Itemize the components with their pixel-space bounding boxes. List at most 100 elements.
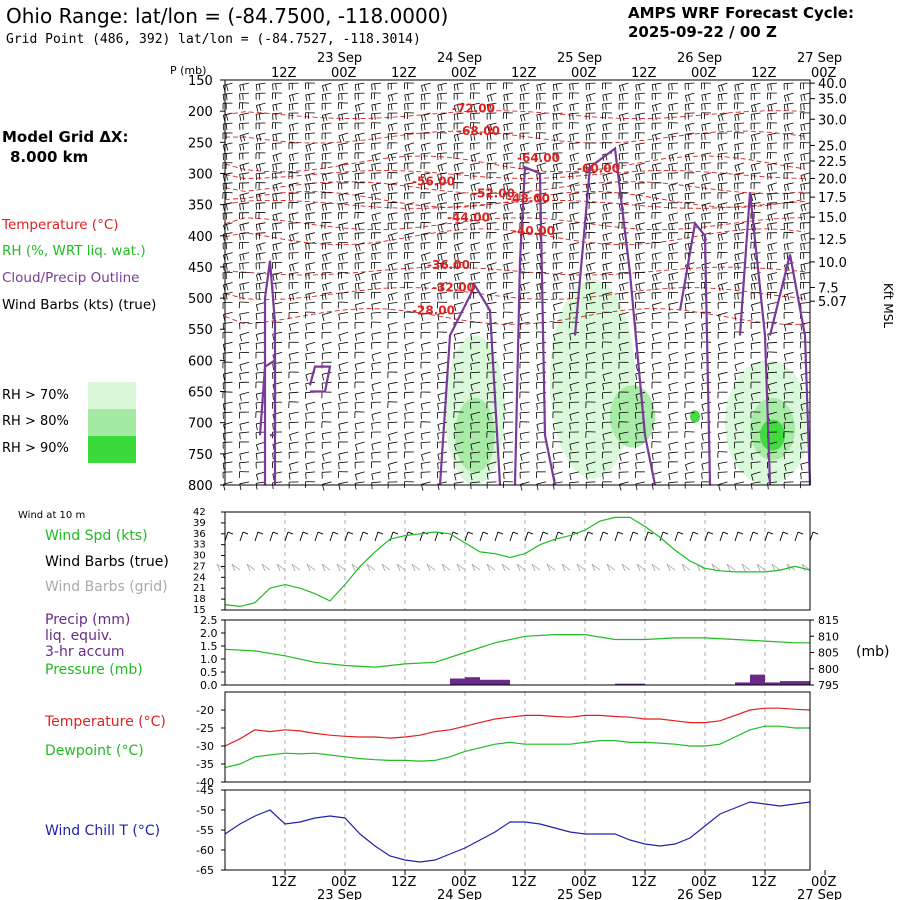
wind-barb-flag	[440, 114, 443, 121]
wind-barb-staff	[355, 381, 365, 383]
wind-barb-staff	[239, 182, 250, 184]
wind-barb-flag	[407, 252, 409, 259]
wind-barb-staff	[256, 282, 266, 285]
wind-barb-staff	[388, 302, 398, 305]
wind-barb	[255, 142, 266, 151]
wind-barb-staff	[239, 361, 250, 366]
wind-barb-staff	[289, 162, 299, 165]
wind-barb-staff	[355, 252, 365, 255]
wind-barb-flag	[420, 145, 424, 152]
wind-barb	[668, 112, 679, 121]
wind-barb-staff	[454, 152, 464, 154]
wind-barb-flag	[321, 222, 323, 229]
wind-barb-staff	[338, 341, 349, 345]
wind-barb-flag	[387, 422, 389, 430]
wind-barb	[602, 82, 613, 90]
wind-barb-flag	[321, 472, 323, 479]
wind-barb-staff	[586, 381, 596, 385]
wind-barb-flag	[387, 333, 390, 340]
wind-barb-flag	[635, 403, 637, 410]
wind-barb-flag	[602, 392, 604, 399]
wind-barb-flag	[222, 362, 224, 369]
wind-barb-flag	[585, 223, 587, 230]
wind-barb-staff	[503, 371, 514, 376]
wind-barb	[272, 182, 283, 192]
wind-barb-staff	[454, 451, 464, 454]
wind-barb-staff	[454, 242, 464, 246]
wind-barb-staff	[635, 112, 646, 116]
wind-barb-flag	[354, 84, 357, 91]
wind-barb-flag	[536, 293, 538, 300]
wind-barb-flag	[272, 393, 274, 400]
wind-barb	[288, 471, 299, 480]
wind-barb-flag	[291, 142, 293, 150]
wind-barb-flag	[338, 394, 341, 401]
wind-barb-flag	[585, 452, 587, 459]
wind-barb-staff	[569, 291, 580, 293]
wind-barb	[602, 232, 613, 242]
wind-barb-flag	[635, 114, 638, 122]
wind-barb	[288, 282, 299, 290]
wind-barb-flag	[272, 214, 275, 222]
wind-barb-staff	[520, 162, 530, 164]
wind-barb-flag	[337, 272, 339, 279]
wind-barb-staff	[322, 142, 332, 146]
wind-barb-flag	[387, 464, 391, 471]
wind-barb	[486, 292, 497, 302]
wind-barb-flag	[523, 254, 526, 261]
wind-barb-staff	[470, 272, 481, 275]
wind-barb-flag	[654, 134, 658, 141]
wind-barb	[503, 351, 514, 361]
wind-barb-flag	[753, 143, 756, 151]
wind-barb-staff	[734, 182, 745, 184]
wind-barb	[668, 351, 679, 362]
wind-barb	[668, 82, 679, 91]
wind-barb-staff	[470, 122, 481, 124]
wind-barb-staff	[586, 391, 596, 394]
wind-barb-flag	[456, 93, 458, 100]
wind-barb	[354, 411, 365, 419]
wind-barb-flag	[223, 424, 226, 431]
wind-barb	[239, 262, 250, 270]
wind-barb-flag	[602, 324, 605, 331]
wind-barb	[222, 441, 233, 449]
temperature-contour	[224, 228, 806, 246]
wind-barb-staff	[520, 481, 530, 485]
wind-barb-staff	[388, 242, 398, 245]
wind-barb	[371, 262, 382, 269]
wind-barb-flag	[437, 224, 440, 232]
wind-barb-flag	[291, 103, 294, 111]
wind-barb	[437, 282, 448, 291]
wind-barb-flag	[407, 112, 409, 120]
wind-barb	[750, 421, 761, 431]
wind-barb-flag	[519, 213, 521, 220]
wind-barb-flag	[618, 204, 621, 211]
wind-barb-flag	[225, 153, 228, 160]
wind-barb-staff	[305, 351, 316, 355]
wind-barb-flag	[456, 292, 458, 300]
rh70-swatch	[88, 382, 136, 409]
wind-barb-flag	[453, 233, 455, 240]
wind-barb	[272, 102, 283, 112]
wind-barb-staff	[305, 92, 316, 96]
wind-barb-staff	[718, 401, 728, 405]
wind-barb-staff	[503, 262, 514, 266]
wind-barb-flag	[470, 134, 473, 142]
wind-barb-flag	[292, 234, 295, 241]
wind-barb-flag	[737, 93, 739, 101]
wind-barb-flag	[420, 234, 423, 241]
wind-barb-staff	[437, 341, 448, 345]
wind-barb-flag	[288, 333, 291, 340]
wind-barb-flag	[737, 194, 740, 201]
wind-barb-flag	[783, 95, 787, 102]
wind-barb-flag	[324, 114, 328, 121]
wind-barb-staff	[437, 92, 448, 95]
wind-barb-staff	[289, 322, 299, 326]
wind-barb-flag	[291, 202, 293, 209]
wind-barb-flag	[671, 262, 673, 269]
wind-barb-flag	[308, 163, 310, 170]
wind-barb	[404, 172, 415, 182]
wind-barb-flag	[222, 403, 225, 411]
wind-barb	[354, 112, 365, 121]
wind-barb-flag	[720, 144, 724, 151]
